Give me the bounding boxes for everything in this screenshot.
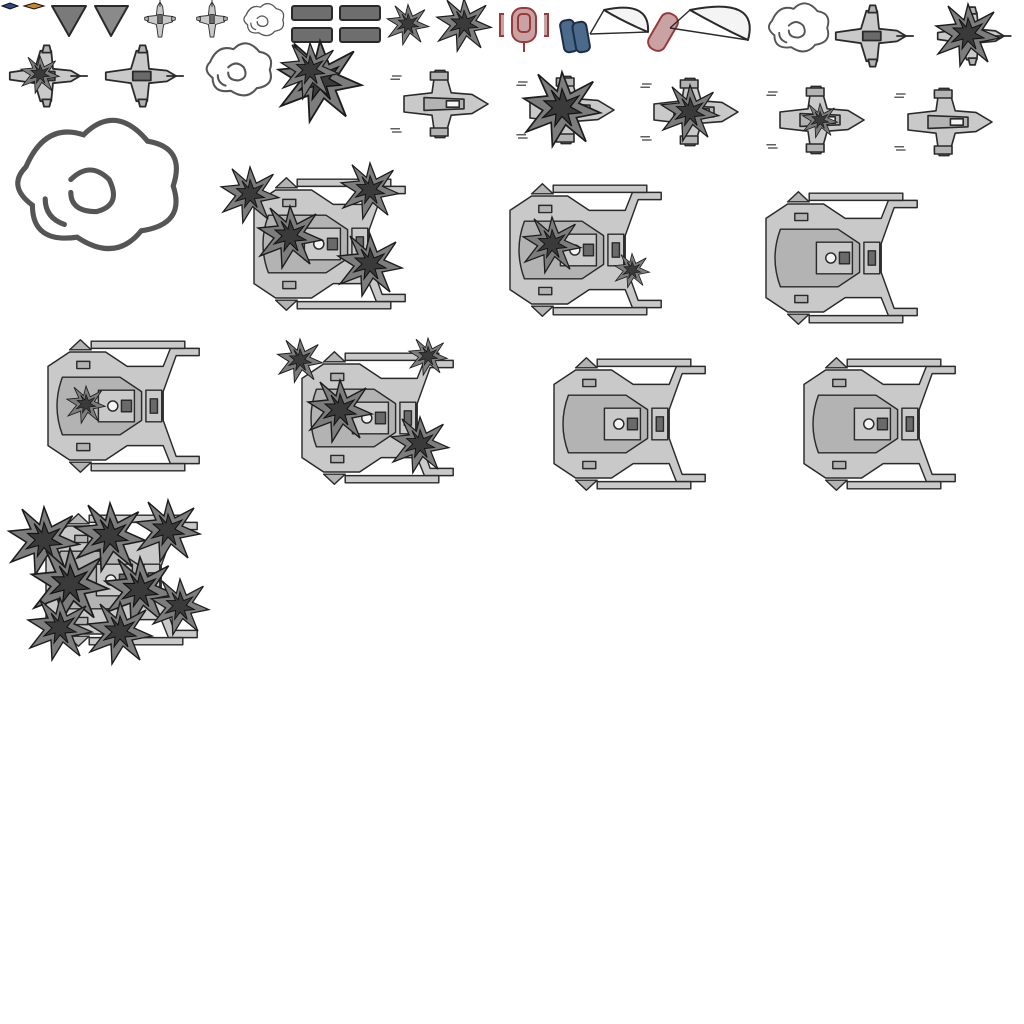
- explosion-burst: [386, 0, 492, 52]
- smoke-puff: [243, 2, 285, 37]
- capital-cruiser: [220, 162, 918, 325]
- explosion-on-ship: [935, 3, 1012, 67]
- interceptor-ship: [834, 4, 915, 68]
- capital-cruiser: [47, 337, 956, 491]
- fighter-small: [144, 0, 228, 38]
- triangle-marker: [51, 5, 129, 37]
- capital-cruiser-destroyed: [8, 499, 210, 665]
- health-bar-segment: [291, 5, 381, 43]
- interceptor-ship: [389, 69, 993, 157]
- smoke-puff: [205, 42, 273, 97]
- chevron-small-icons: [0, 2, 46, 10]
- smoke-puff-large: [767, 2, 830, 53]
- parachute-crate: [559, 5, 751, 54]
- fighter-small: [8, 44, 185, 108]
- supply-drop-pod: [499, 7, 549, 52]
- smoke-puff-large: [18, 120, 177, 248]
- explosion-burst: [277, 40, 363, 123]
